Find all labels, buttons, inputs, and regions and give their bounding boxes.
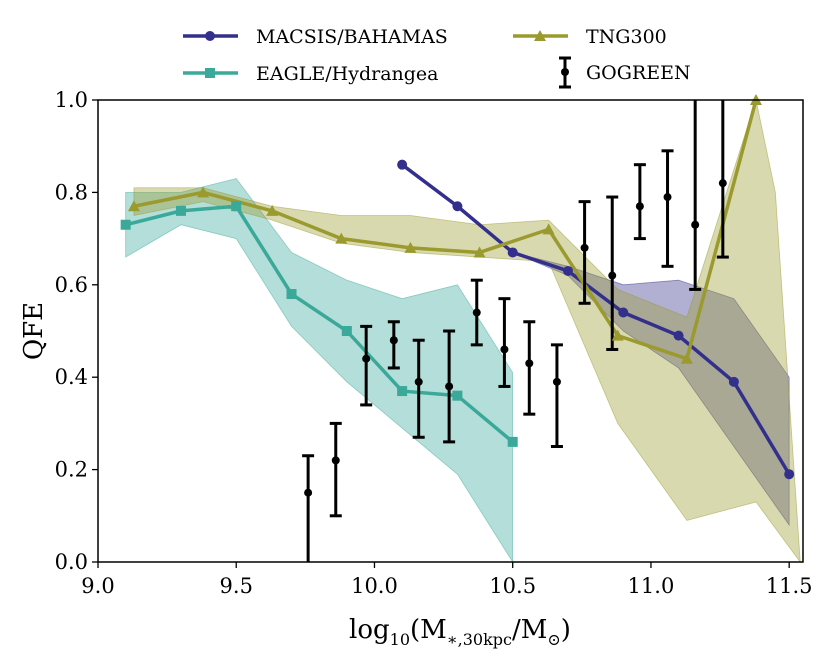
gogreen-point bbox=[525, 359, 534, 368]
tng300-point bbox=[266, 204, 279, 216]
gogreen-point bbox=[445, 382, 454, 391]
gogreen-point bbox=[663, 193, 672, 202]
macsis-bahamas-point bbox=[784, 469, 795, 480]
macsis-bahamas-point bbox=[728, 376, 739, 387]
y-tick-label: 0.8 bbox=[55, 180, 88, 204]
gogreen-point bbox=[608, 271, 617, 280]
eagle-hydrangea-point bbox=[231, 201, 242, 212]
gogreen-point bbox=[552, 377, 561, 386]
tng300-point bbox=[197, 186, 210, 198]
gogreen-errorbar bbox=[523, 320, 536, 416]
y-axis-ticks: 0.0 0.2 0.4 0.6 0.8 1.0 bbox=[55, 88, 98, 574]
gogreen-point bbox=[691, 220, 700, 229]
eagle-hydrangea-point bbox=[120, 219, 131, 230]
x-tick-label: 11.0 bbox=[628, 574, 675, 598]
macsis-bahamas-point bbox=[452, 201, 463, 212]
x-tick-label: 10.0 bbox=[351, 574, 398, 598]
gogreen-errorbar bbox=[716, 100, 729, 259]
macsis-bahamas-line bbox=[401, 163, 791, 476]
x-axis-title: log10(M∗,30kpc/M⊙) bbox=[349, 615, 571, 649]
gogreen-point bbox=[389, 336, 398, 345]
gogreen-errorbar bbox=[633, 163, 646, 241]
gogreen-point bbox=[580, 243, 589, 252]
legend-label: GOGREEN bbox=[586, 62, 691, 84]
eagle-hydrangea-point bbox=[175, 205, 186, 216]
legend-item-tng300: TNG300 bbox=[513, 26, 667, 48]
legend-circle-marker bbox=[205, 31, 215, 41]
x-tick-label: 10.5 bbox=[489, 574, 536, 598]
gogreen-errorbar bbox=[689, 100, 702, 291]
eagle-hydrangea-point bbox=[397, 386, 408, 397]
tng300-point bbox=[335, 232, 348, 244]
gogreen-point bbox=[304, 488, 313, 497]
y-tick-label: 0.4 bbox=[55, 365, 88, 389]
x-axis-ticks: 9.0 9.5 10.0 10.5 11.0 11.5 bbox=[81, 562, 813, 598]
y-axis-title: QFE bbox=[19, 302, 49, 360]
y-tick-label: 0.0 bbox=[55, 550, 88, 574]
macsis-bahamas-point bbox=[507, 247, 518, 258]
series-markers bbox=[120, 94, 795, 497]
x-tick-label: 11.5 bbox=[766, 574, 813, 598]
x-tick-label: 9.5 bbox=[220, 574, 253, 598]
tng300-point bbox=[611, 329, 624, 341]
legend-item-gogreen: GOGREEN bbox=[559, 56, 691, 89]
eagle-hydrangea-point bbox=[286, 289, 297, 300]
macsis-bahamas-point bbox=[397, 159, 408, 170]
tng300-point bbox=[473, 246, 486, 258]
legend-label: MACSIS/BAHAMAS bbox=[256, 26, 448, 48]
legend-label: EAGLE/Hydrangea bbox=[256, 63, 439, 85]
eagle-hydrangea-point bbox=[507, 436, 518, 447]
y-tick-label: 0.2 bbox=[55, 458, 88, 482]
legend-triangle-marker bbox=[534, 30, 546, 41]
y-tick-label: 1.0 bbox=[55, 88, 88, 112]
plot-frame bbox=[97, 99, 804, 563]
gogreen-errorbar bbox=[412, 338, 425, 439]
legend-errorbar-marker bbox=[561, 68, 569, 76]
legend-item-macsis-bahamas: MACSIS/BAHAMAS bbox=[183, 26, 448, 48]
gogreen-point bbox=[635, 202, 644, 211]
gogreen-errorbar bbox=[578, 200, 591, 305]
eagle-hydrangea-point bbox=[341, 326, 352, 336]
gogreen-point bbox=[500, 345, 509, 354]
gogreen-errorbar bbox=[387, 320, 400, 370]
gogreen-point bbox=[362, 354, 371, 363]
gogreen-point bbox=[414, 377, 423, 386]
gogreen-errorbar bbox=[329, 421, 342, 518]
legend: MACSIS/BAHAMAS EAGLE/Hydrangea TNG300 GO… bbox=[183, 26, 691, 89]
legend-square-marker bbox=[205, 68, 215, 78]
gogreen-point bbox=[331, 456, 340, 465]
y-tick-label: 0.6 bbox=[55, 273, 88, 297]
gogreen-point bbox=[718, 179, 727, 188]
macsis-bahamas-band bbox=[401, 164, 790, 527]
x-tick-label: 9.0 bbox=[81, 574, 114, 598]
eagle-hydrangea-point bbox=[452, 390, 463, 401]
gogreen-point bbox=[472, 308, 481, 317]
gogreen-errorbar bbox=[550, 343, 563, 448]
tng300-point bbox=[404, 241, 417, 253]
tng300-point bbox=[127, 200, 140, 212]
macsis-bahamas-point bbox=[673, 330, 684, 341]
tng300-point bbox=[542, 223, 555, 235]
gogreen-errorbar bbox=[498, 297, 511, 388]
macsis-bahamas-point bbox=[618, 307, 629, 318]
legend-label: TNG300 bbox=[586, 26, 667, 48]
gogreen-errorbar bbox=[302, 454, 315, 562]
gogreen-errorbar bbox=[661, 149, 674, 268]
macsis-bahamas-point bbox=[563, 265, 573, 276]
legend-item-eagle-hydrangea: EAGLE/Hydrangea bbox=[183, 63, 439, 85]
gogreen-errorbar bbox=[360, 324, 373, 407]
tng300-point bbox=[680, 352, 693, 364]
confidence-bands bbox=[125, 98, 801, 564]
